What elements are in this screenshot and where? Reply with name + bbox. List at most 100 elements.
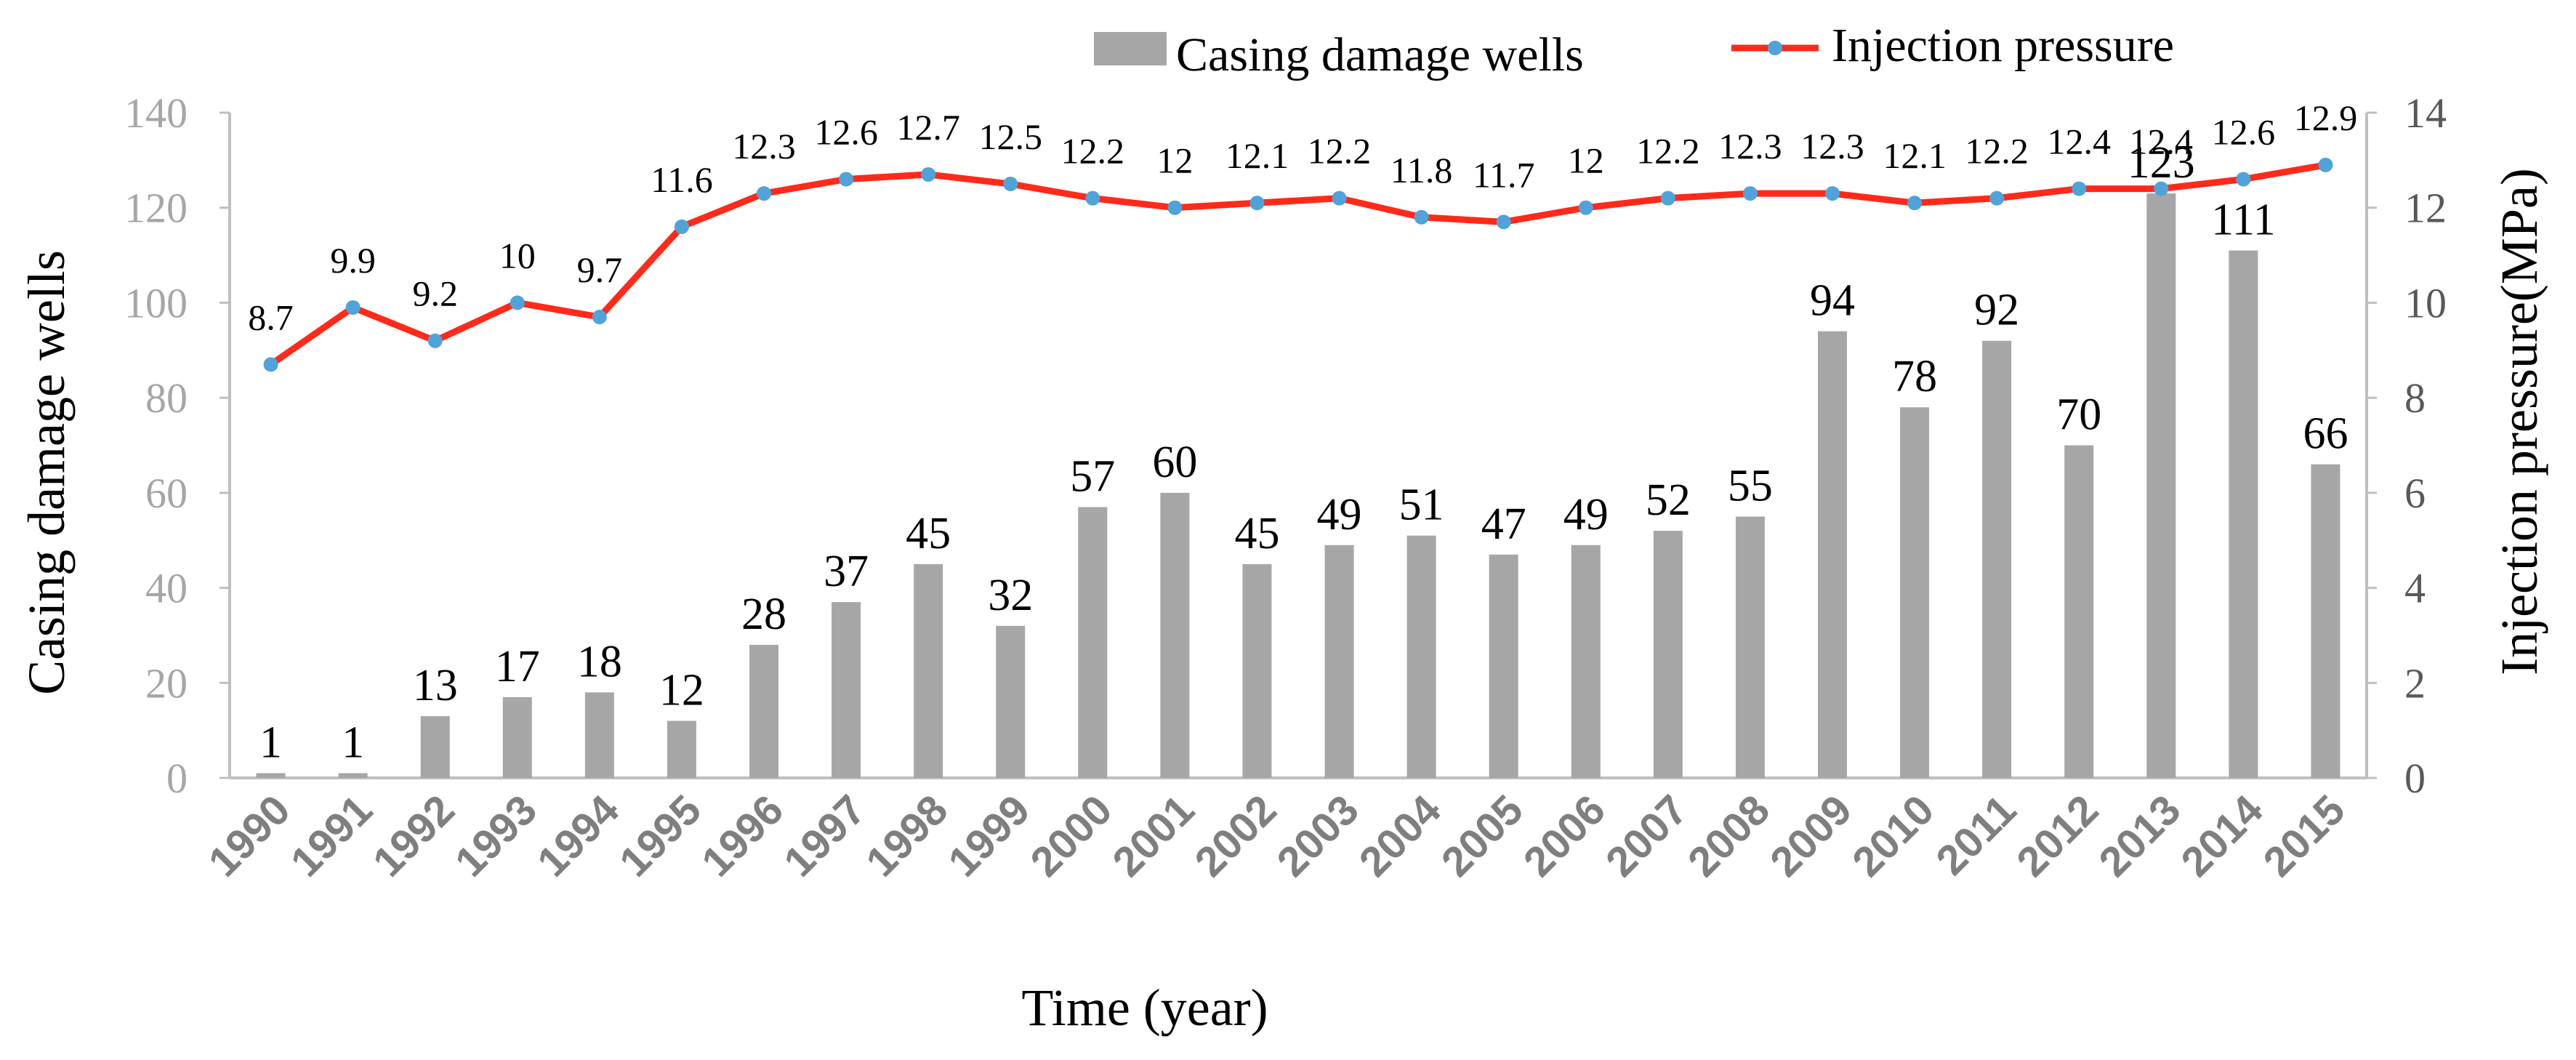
x-tick-label: 2011	[1927, 786, 2025, 884]
legend-line-label: Injection pressure	[1832, 19, 2174, 72]
line-value-label: 12.4	[2130, 121, 2194, 162]
bar	[2064, 445, 2094, 778]
left-tick-label: 40	[145, 565, 188, 612]
bar-value-label: 51	[1399, 481, 1444, 530]
left-tick-label: 100	[124, 279, 188, 326]
bar	[832, 602, 861, 778]
line-value-label: 10	[499, 235, 536, 276]
bar	[420, 716, 450, 778]
x-tick-label: 2010	[1843, 786, 1943, 886]
line-marker	[1003, 177, 1018, 192]
right-axis-ticks: 0 2 4 6 8 10 12 14	[2367, 89, 2447, 802]
bar	[1406, 535, 1436, 778]
line-marker	[757, 186, 771, 201]
bar-value-label: 17	[495, 642, 540, 691]
x-tick-label: 2007	[1597, 786, 1696, 886]
bar-value-label: 111	[2211, 196, 2275, 245]
x-tick-label: 1997	[775, 786, 874, 886]
bar-value-label: 45	[906, 509, 951, 558]
bar-value-label: 49	[1563, 490, 1609, 539]
line-marker	[592, 310, 607, 325]
right-axis-title: Injection pressure(MPa)	[2490, 168, 2548, 675]
bar-value-label: 37	[824, 547, 869, 596]
x-tick-label: 2001	[1103, 786, 1203, 886]
line-value-label: 12	[1568, 140, 1604, 181]
line-markers	[263, 157, 2333, 372]
line-series-path	[268, 161, 2327, 368]
right-tick-label: 0	[2404, 755, 2426, 802]
line-value-label: 11.8	[1390, 150, 1453, 190]
left-tick-label: 80	[145, 374, 188, 422]
line-value-label: 12.9	[2294, 97, 2358, 138]
x-tick-label: 2013	[2090, 786, 2189, 886]
left-tick-label: 0	[166, 755, 188, 802]
left-axis-title: Casing damage wells	[17, 250, 76, 695]
bar	[1818, 331, 1847, 779]
line-value-label: 12.6	[814, 112, 878, 153]
line-marker	[1825, 186, 1840, 201]
x-tick-label: 1993	[446, 786, 546, 886]
x-tick-label: 1998	[857, 786, 957, 886]
bar-value-label: 78	[1892, 352, 1937, 401]
line-marker	[1167, 200, 1183, 215]
bar-value-label: 45	[1234, 509, 1279, 558]
bar-value-label: 92	[1974, 286, 2019, 335]
bar-value-label: 32	[988, 571, 1033, 620]
bar	[1489, 554, 1518, 778]
line-marker	[1907, 196, 1923, 211]
line-value-label: 9.9	[330, 240, 376, 281]
x-tick-label: 1996	[693, 786, 792, 886]
bar	[1982, 340, 2012, 778]
line-marker	[2318, 157, 2333, 172]
line-value-label: 12	[1156, 140, 1193, 181]
line-marker	[1660, 190, 1675, 206]
legend-line-marker	[1768, 41, 1782, 55]
line-value-labels: 8.7 9.9 9.2 10 9.7 11.6 12.3 12.6 12.7 12.5 12.2 12…	[248, 97, 2357, 338]
bar	[1242, 563, 1272, 778]
bar	[2311, 464, 2340, 778]
bar	[2229, 250, 2258, 778]
line-value-label: 12.3	[1800, 126, 1864, 166]
line-marker	[345, 300, 361, 315]
left-axis-ticks: 0 20 40 60 80 100 120 140	[124, 89, 230, 802]
x-tick-label: 1999	[939, 786, 1039, 886]
bar-value-label: 70	[2056, 390, 2101, 440]
bar-value-label: 55	[1728, 462, 1773, 511]
line-value-label: 12.3	[1718, 126, 1782, 166]
bar	[1160, 492, 1190, 778]
x-tick-label: 1994	[528, 786, 628, 886]
bar-value-label: 52	[1646, 475, 1691, 525]
bar-value-label: 13	[413, 661, 458, 710]
line-value-label: 12.7	[896, 107, 960, 148]
bar	[996, 625, 1026, 778]
line-marker	[1578, 200, 1593, 215]
line-marker	[1989, 190, 2005, 206]
x-tick-label: 2006	[1515, 786, 1614, 886]
left-tick-label: 20	[145, 659, 188, 707]
line-marker	[921, 166, 936, 182]
bar	[1735, 516, 1765, 778]
x-tick-label: 2015	[2254, 786, 2354, 886]
x-tick-label: 1991	[282, 786, 382, 886]
line-marker	[1085, 190, 1100, 206]
bar	[338, 773, 368, 778]
x-tick-label: 1990	[200, 786, 299, 886]
x-tick-label: 2012	[2008, 786, 2107, 886]
legend-bar-label: Casing damage wells	[1176, 28, 1584, 81]
line-value-label: 9.7	[577, 249, 623, 290]
legend: Casing damage wells Injection pressure	[1094, 19, 2174, 81]
right-tick-label: 2	[2404, 659, 2426, 707]
right-tick-label: 12	[2404, 185, 2447, 232]
line-marker	[427, 333, 443, 348]
x-tick-label: 2004	[1351, 786, 1450, 886]
bar-value-label: 12	[659, 666, 704, 715]
x-tick-label: 1995	[611, 786, 710, 886]
bar	[914, 563, 943, 778]
line-marker	[1414, 209, 1429, 225]
bar-value-label: 18	[577, 637, 622, 686]
bar	[749, 645, 778, 778]
line-value-label: 12.2	[1061, 131, 1125, 172]
line-value-label: 11.7	[1473, 154, 1535, 195]
bar	[584, 692, 614, 778]
